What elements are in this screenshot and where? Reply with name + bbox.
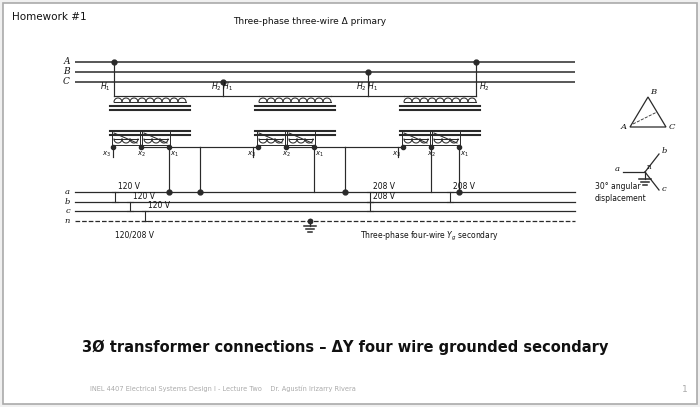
Text: 120 V: 120 V [118, 182, 140, 191]
Text: $x_3$: $x_3$ [392, 150, 401, 159]
Text: $x_1$: $x_1$ [460, 150, 469, 159]
FancyBboxPatch shape [3, 3, 697, 404]
Text: $H_2\ H_1$: $H_2\ H_1$ [356, 81, 379, 93]
Text: C: C [669, 123, 675, 131]
Text: $H_2$: $H_2$ [479, 81, 489, 93]
Text: Three-phase three-wire Δ primary: Three-phase three-wire Δ primary [233, 17, 386, 26]
Text: 3Ø transformer connections – ΔY four wire grounded secondary: 3Ø transformer connections – ΔY four wir… [82, 339, 608, 354]
Text: b: b [662, 147, 667, 155]
Text: $x_2$: $x_2$ [136, 150, 146, 159]
Text: a: a [615, 165, 620, 173]
Text: n: n [647, 163, 652, 171]
Text: 208 V: 208 V [373, 192, 395, 201]
Text: a: a [65, 188, 70, 196]
Text: Three-phase four-wire $Y_g$ secondary: Three-phase four-wire $Y_g$ secondary [360, 230, 499, 243]
Text: $x_2$: $x_2$ [281, 150, 290, 159]
Text: c: c [662, 185, 666, 193]
Text: B: B [64, 68, 70, 77]
Text: A: A [64, 57, 70, 66]
Text: $x_1$: $x_1$ [170, 150, 179, 159]
Text: 208 V: 208 V [453, 182, 475, 191]
Text: $x_3$: $x_3$ [102, 150, 111, 159]
Text: $x_3$: $x_3$ [247, 150, 256, 159]
Text: n: n [64, 217, 70, 225]
Text: 1: 1 [682, 385, 688, 394]
Text: c: c [65, 207, 70, 215]
Text: displacement: displacement [595, 194, 647, 203]
Text: C: C [63, 77, 70, 87]
Text: 30° angular: 30° angular [595, 182, 640, 191]
Text: b: b [64, 198, 70, 206]
Text: 120 V: 120 V [148, 201, 170, 210]
Text: INEL 4407 Electrical Systems Design I - Lecture Two    Dr. Agustín Irizarry Rive: INEL 4407 Electrical Systems Design I - … [90, 386, 356, 392]
Text: 208 V: 208 V [373, 182, 395, 191]
Text: $H_2\ H_1$: $H_2\ H_1$ [211, 81, 234, 93]
Text: A: A [621, 123, 627, 131]
Text: Homework #1: Homework #1 [12, 12, 87, 22]
Text: 120 V: 120 V [133, 192, 155, 201]
Text: $H_1$: $H_1$ [100, 81, 111, 93]
Text: 120/208 V: 120/208 V [115, 230, 154, 239]
Text: $x_1$: $x_1$ [315, 150, 324, 159]
Text: $x_2$: $x_2$ [426, 150, 435, 159]
Text: B: B [650, 88, 656, 96]
